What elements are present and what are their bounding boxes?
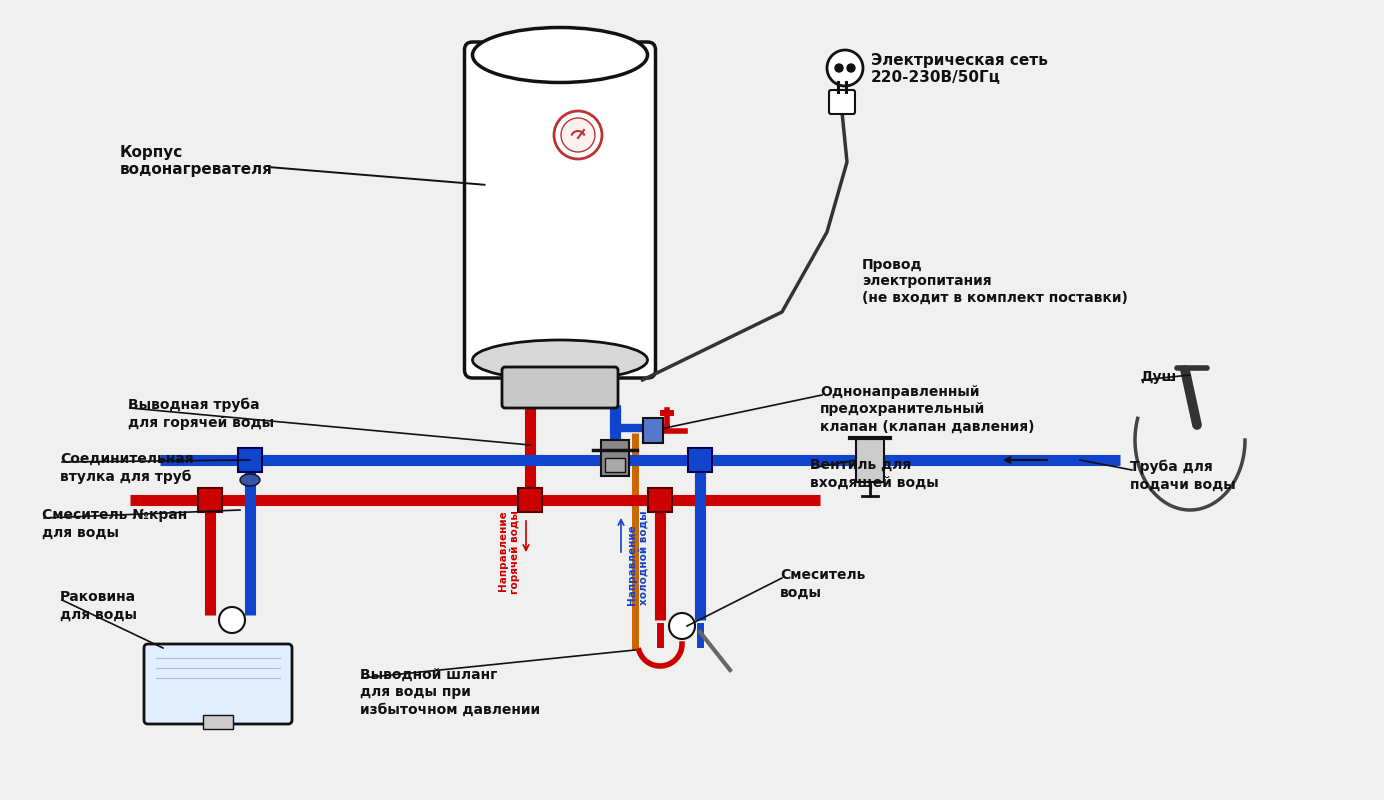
Circle shape	[828, 50, 864, 86]
Bar	[605, 458, 626, 472]
Bar	[601, 440, 628, 476]
Circle shape	[554, 111, 602, 159]
Text: Смеситель
воды: Смеситель воды	[781, 568, 865, 599]
Bar	[648, 488, 673, 512]
Bar	[603, 448, 627, 472]
Ellipse shape	[239, 474, 260, 486]
Circle shape	[668, 613, 695, 639]
FancyBboxPatch shape	[144, 644, 292, 724]
Bar	[688, 448, 711, 472]
Circle shape	[561, 118, 595, 152]
Circle shape	[847, 64, 855, 72]
Text: Соединительная
втулка для труб: Соединительная втулка для труб	[60, 452, 194, 484]
Bar	[855, 438, 884, 482]
Text: Вентиль для
входящей воды: Вентиль для входящей воды	[810, 458, 938, 490]
Text: Душ: Душ	[1140, 370, 1176, 384]
FancyBboxPatch shape	[829, 90, 855, 114]
FancyBboxPatch shape	[502, 367, 619, 408]
Text: Выводной шланг
для воды при
избыточном давлении: Выводной шланг для воды при избыточном д…	[360, 668, 540, 717]
Ellipse shape	[472, 27, 648, 82]
Text: Однонаправленный
предохранительный
клапан (клапан давления): Однонаправленный предохранительный клапа…	[819, 385, 1034, 434]
FancyBboxPatch shape	[465, 42, 656, 378]
Bar	[660, 410, 674, 416]
Bar	[238, 448, 262, 472]
Text: Смеситель №кран
для воды: Смеситель №кран для воды	[42, 508, 187, 539]
Bar	[644, 418, 663, 443]
Text: Выводная труба
для горячей воды: Выводная труба для горячей воды	[127, 398, 274, 430]
Ellipse shape	[472, 340, 648, 380]
Text: Электрическая сеть
220-230В/50Гц: Электрическая сеть 220-230В/50Гц	[871, 53, 1048, 86]
Text: Раковина
для воды: Раковина для воды	[60, 590, 137, 622]
Bar	[203, 715, 233, 729]
Text: Корпус
водонагревателя: Корпус водонагревателя	[120, 145, 273, 178]
Text: Направление
холодной воды: Направление холодной воды	[627, 510, 649, 605]
Bar	[198, 488, 221, 512]
Circle shape	[835, 64, 843, 72]
Text: Провод
электропитания
(не входит в комплект поставки): Провод электропитания (не входит в компл…	[862, 258, 1128, 304]
Text: Труба для
подачи воды: Труба для подачи воды	[1129, 460, 1236, 492]
Circle shape	[219, 607, 245, 633]
Bar	[518, 488, 543, 512]
Text: Направление
горячей воды: Направление горячей воды	[498, 510, 520, 594]
